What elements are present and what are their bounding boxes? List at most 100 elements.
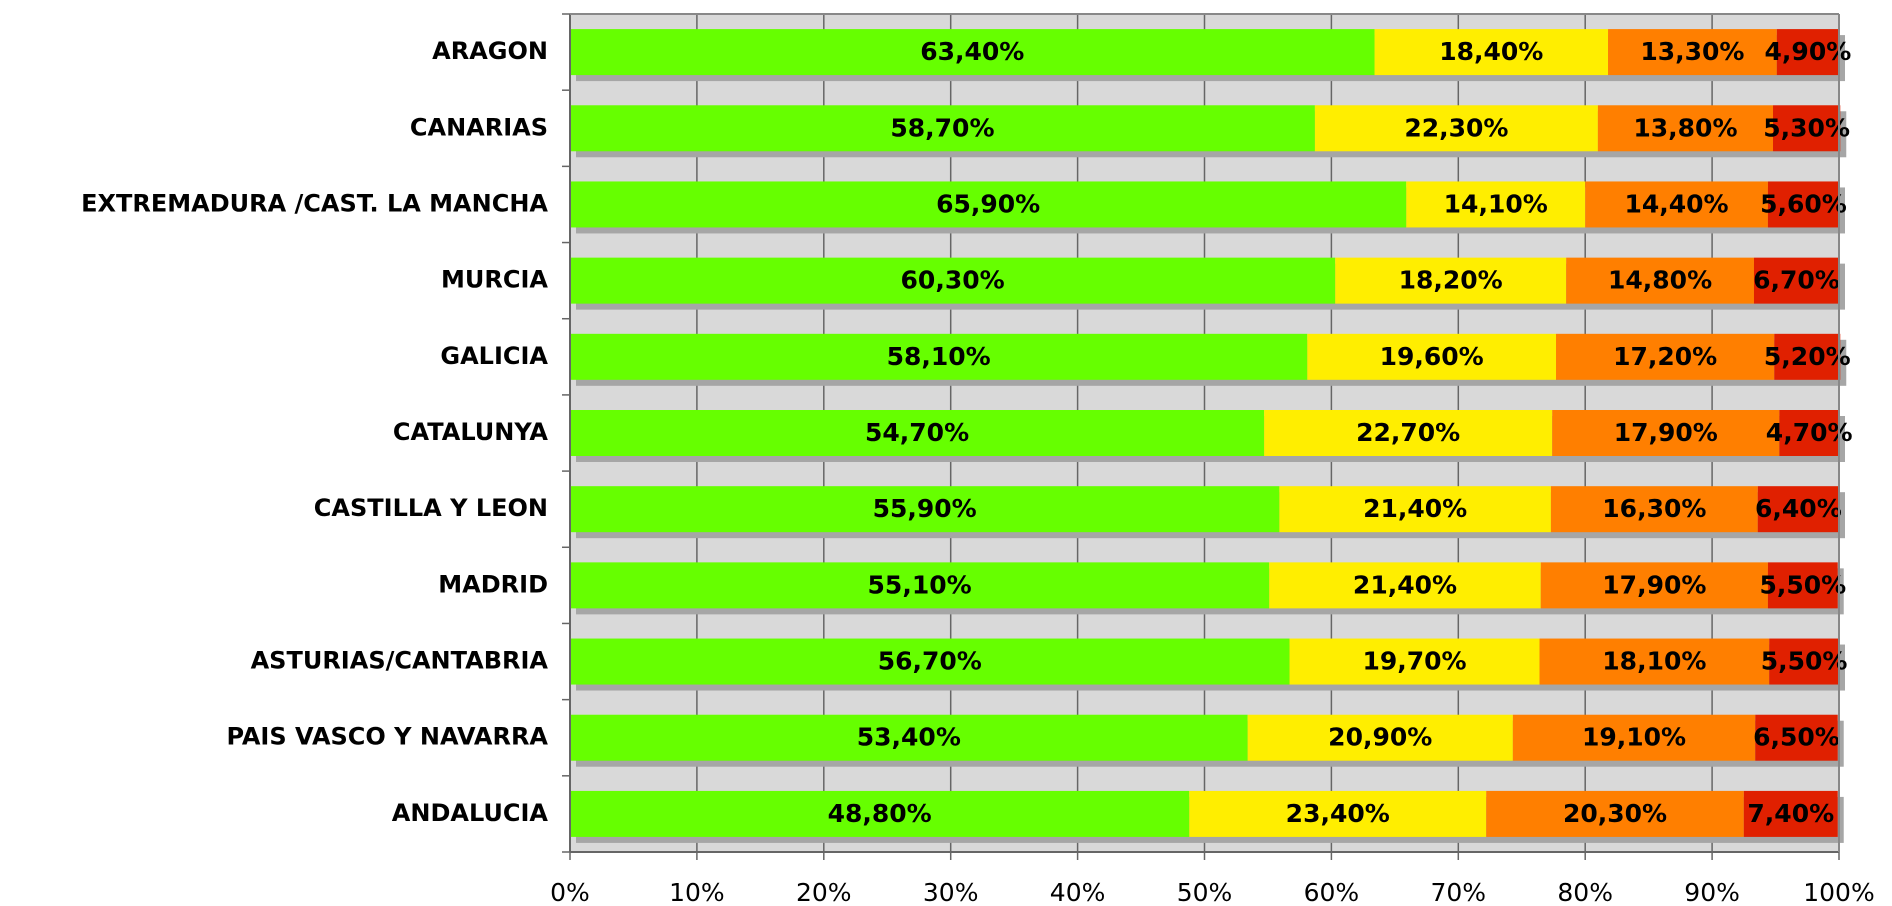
bar-segment	[1539, 638, 1770, 685]
category-label: CASTILLA Y LEON	[314, 494, 548, 522]
category-label: MURCIA	[441, 266, 548, 294]
value-label: 55,10%	[868, 570, 972, 599]
value-label: 6,70%	[1753, 266, 1840, 295]
value-label: 20,90%	[1328, 723, 1432, 752]
value-label: 58,70%	[890, 113, 994, 142]
bar-segment	[1755, 714, 1838, 761]
bar-segment	[570, 257, 1336, 304]
x-tick-label: 80%	[1557, 878, 1613, 906]
bar-segment	[1773, 105, 1841, 152]
x-tick-label: 20%	[796, 878, 852, 906]
bar-segment	[1335, 257, 1567, 304]
bar-segment	[1776, 29, 1839, 76]
bar-segment	[1769, 638, 1839, 685]
value-label: 5,20%	[1764, 342, 1851, 371]
value-label: 54,70%	[865, 418, 969, 447]
x-tick-label: 90%	[1684, 878, 1740, 906]
value-label: 5,50%	[1761, 647, 1848, 676]
value-label: 5,50%	[1759, 570, 1846, 599]
bar-segment	[1269, 562, 1541, 609]
value-label: 20,30%	[1563, 799, 1667, 828]
bar-segment	[570, 714, 1248, 761]
value-label: 21,40%	[1363, 494, 1467, 523]
value-label: 14,10%	[1444, 189, 1548, 218]
bar-segment	[1307, 333, 1557, 380]
bar-segment	[1774, 333, 1841, 380]
value-label: 17,90%	[1602, 570, 1706, 599]
bar-segment	[1540, 562, 1768, 609]
value-label: 19,10%	[1582, 723, 1686, 752]
bar-segment	[1597, 105, 1774, 152]
bar-segment	[1608, 29, 1777, 76]
bar-segment	[1743, 790, 1838, 837]
value-label: 60,30%	[901, 266, 1005, 295]
bar-segment	[1753, 257, 1839, 304]
value-label: 17,90%	[1614, 418, 1718, 447]
category-label: CANARIAS	[410, 113, 548, 141]
value-label: 55,90%	[873, 494, 977, 523]
value-label: 56,70%	[878, 647, 982, 676]
bar-segment	[1779, 410, 1839, 456]
value-label: 65,90%	[936, 189, 1040, 218]
value-label: 16,30%	[1602, 494, 1706, 523]
x-tick-label: 50%	[1177, 878, 1233, 906]
value-label: 6,40%	[1755, 494, 1842, 523]
category-label: PAIS VASCO Y NAVARRA	[226, 723, 548, 751]
bar-segment	[570, 181, 1407, 228]
value-label: 48,80%	[828, 799, 932, 828]
bar-segment	[1406, 181, 1586, 228]
bar-segment	[1566, 257, 1754, 304]
value-label: 13,80%	[1633, 113, 1737, 142]
category-label: ANDALUCIA	[392, 799, 549, 827]
x-tick-label: 60%	[1304, 878, 1360, 906]
value-label: 18,20%	[1399, 266, 1503, 295]
bar-segment	[570, 410, 1265, 456]
bar-segment	[1767, 562, 1838, 609]
value-label: 4,90%	[1765, 37, 1852, 66]
value-label: 22,30%	[1404, 113, 1508, 142]
value-label: 22,70%	[1356, 418, 1460, 447]
value-label: 14,40%	[1624, 189, 1728, 218]
bar-segment	[1585, 181, 1768, 228]
bar-segment	[1512, 714, 1756, 761]
value-label: 63,40%	[920, 37, 1024, 66]
value-label: 58,10%	[887, 342, 991, 371]
category-label: ARAGON	[432, 37, 548, 65]
category-label: GALICIA	[440, 342, 548, 370]
category-label: EXTREMADURA /CAST. LA MANCHA	[81, 189, 548, 217]
category-label: ASTURIAS/CANTABRIA	[251, 647, 549, 675]
category-label: MADRID	[438, 570, 548, 598]
x-tick-label: 10%	[669, 878, 725, 906]
value-label: 5,30%	[1763, 113, 1850, 142]
x-tick-label: 100%	[1803, 878, 1874, 906]
value-label: 53,40%	[857, 723, 961, 752]
value-label: 6,50%	[1753, 723, 1840, 752]
bar-segment	[1314, 105, 1598, 152]
bar-segment	[1264, 410, 1553, 456]
category-label: CATALUNYA	[393, 418, 549, 446]
bar-segment	[570, 790, 1190, 837]
value-label: 18,10%	[1602, 647, 1706, 676]
bar-segment	[1556, 333, 1775, 380]
value-label: 5,60%	[1760, 189, 1847, 218]
bar-segment	[1189, 790, 1487, 837]
bar-segment	[1552, 410, 1780, 456]
x-tick-label: 30%	[923, 878, 979, 906]
bar-segment	[1289, 638, 1540, 685]
bar-segment	[1247, 714, 1513, 761]
bar-segment	[570, 333, 1308, 380]
value-label: 21,40%	[1353, 570, 1457, 599]
x-tick-label: 40%	[1050, 878, 1106, 906]
bar-segment	[1550, 486, 1758, 533]
x-tick-label: 70%	[1431, 878, 1487, 906]
bar-segment	[570, 486, 1280, 533]
value-label: 23,40%	[1286, 799, 1390, 828]
bar-segment	[1374, 29, 1609, 76]
value-label: 17,20%	[1613, 342, 1717, 371]
bar-segment	[1486, 790, 1744, 837]
x-tick-label: 0%	[550, 878, 590, 906]
value-label: 18,40%	[1439, 37, 1543, 66]
value-label: 7,40%	[1747, 799, 1834, 828]
bar-segment	[1757, 486, 1839, 533]
